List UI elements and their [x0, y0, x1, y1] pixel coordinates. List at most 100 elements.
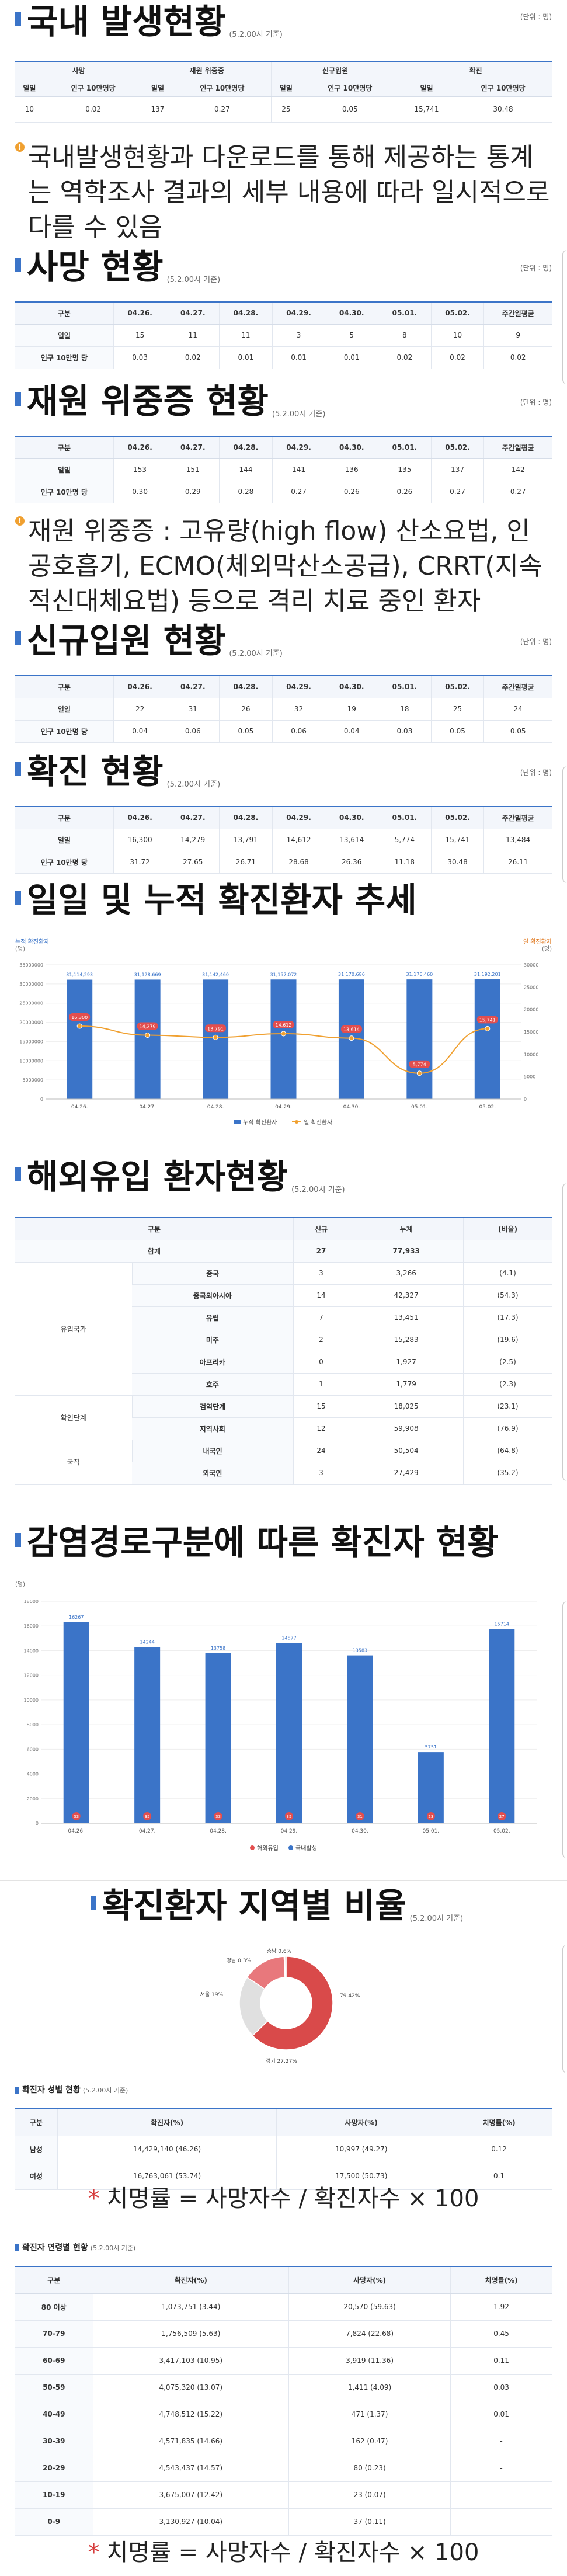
table-cell: 23 (0.07)	[288, 2481, 451, 2509]
column-header: 치명률(%)	[446, 2109, 552, 2136]
x-tick-label: 04.28.	[210, 1828, 227, 1834]
bar-value-label: 31,128,669	[134, 972, 161, 977]
table-cell: 0.04	[325, 720, 378, 743]
left-tick-label: 0	[40, 1097, 43, 1102]
table-cell: 5	[325, 324, 378, 347]
table-cell: 18,025	[349, 1395, 464, 1418]
slice-label: 서울 19%	[200, 1991, 224, 1998]
info-icon: !	[15, 516, 25, 526]
column-header: 사망자(%)	[276, 2109, 446, 2136]
group-header: 사망	[15, 61, 142, 79]
column-header: 04.29.	[272, 676, 325, 698]
table-cell: 0.02	[430, 346, 484, 369]
table-cell: 2	[293, 1329, 349, 1351]
table-cell: 7	[293, 1306, 349, 1329]
table-cell: 136	[325, 458, 378, 481]
deaths-title: 사망 현황 (5.2.00시 기준)	[15, 250, 220, 284]
x-tick-label: 05.01.	[411, 1104, 428, 1110]
domestic-bar	[63, 1622, 89, 1823]
table-cell: (35.2)	[463, 1462, 552, 1485]
daily-point	[349, 1035, 354, 1041]
table-cell: 1,756,509 (5.63)	[92, 2320, 289, 2348]
admission-section: 신규입원 현황 (5.2.00시 기준) (단위 : 명) 구분 04.26. 04.…	[0, 624, 567, 758]
table-cell: 인구 10만명 당	[15, 481, 114, 503]
table-row: 40-49 4,748,512 (15.22) 471 (1.37) 0.01	[15, 2401, 552, 2428]
table-row: 10-19 3,675,007 (12.42) 23 (0.07) -	[15, 2481, 552, 2509]
table-row: 여성 16,763,061 (53.74) 17,500 (50.73) 0.1	[15, 2163, 552, 2190]
route-chart: (명) 18000 16000 14000 12000 10000 8000 6000 4000…	[15, 1581, 537, 1852]
bar-value-label: 13583	[353, 1648, 367, 1653]
column-header: 04.29.	[272, 806, 325, 829]
title-bar-icon	[15, 1167, 21, 1181]
table-cell: 26.71	[219, 851, 273, 874]
x-tick-label: 04.28.	[207, 1104, 224, 1110]
title-bar-icon	[15, 12, 21, 26]
bar-value-label: 5751	[425, 1744, 437, 1750]
x-tick-label: 04.29.	[281, 1828, 298, 1834]
foreign-badge	[72, 1812, 81, 1820]
table-cell: 0.12	[446, 2136, 552, 2163]
y-tick-label: 0	[36, 1821, 39, 1826]
slice-label: 경남 0.3%	[227, 1957, 252, 1964]
total-label: 합계	[15, 1240, 294, 1263]
table-cell: 0.01	[219, 346, 273, 369]
gender-section: 확진자 성별 현황 (5.2.00시 기준) 구분 확진자(%) 사망자(%) 치명률(…	[0, 2079, 567, 2196]
table-cell: -	[450, 2455, 552, 2482]
table-row: 일일 153 151 144 141 136 135 137 142	[15, 458, 552, 481]
table-cell: 0.28	[219, 481, 273, 503]
table-cell: (64.8)	[463, 1440, 552, 1462]
slice-label: 79.42%	[340, 1993, 360, 1999]
column-header: 04.29.	[272, 302, 325, 325]
table-cell: 16,763,061 (53.74)	[57, 2163, 277, 2190]
table-cell: 인구 10만명 당	[15, 720, 114, 743]
column-header: 04.26.	[113, 436, 166, 459]
table-cell: 3,417,103 (10.95)	[92, 2347, 289, 2375]
table-cell: 153	[113, 458, 166, 481]
table-cell: 162 (0.47)	[288, 2428, 451, 2455]
left-tick-label: 20000000	[19, 1020, 43, 1025]
column-header: 05.02.	[430, 806, 484, 829]
domestic-bar	[347, 1655, 373, 1823]
legend-domestic-dot	[288, 1845, 293, 1850]
table-cell: 3,675,007 (12.42)	[92, 2481, 289, 2509]
severe-table: 구분 04.26. 04.27. 04.28. 04.29. 04.30. 05.01. 05…	[15, 436, 552, 503]
bar-value-label: 31,170,686	[338, 972, 365, 977]
fatality-formula-1: * 치명률 = 사망자수 / 확진자수 × 100	[88, 2185, 479, 2212]
table-cell: 24	[483, 698, 552, 721]
table-cell: 142	[483, 458, 552, 481]
table-cell: (19.6)	[463, 1329, 552, 1351]
table-cell: 32	[272, 698, 325, 721]
cumulative-bar	[474, 979, 500, 1099]
column-header: 04.27.	[166, 302, 220, 325]
table-cell: 3	[293, 1262, 349, 1285]
row-label: 중국외아시아	[132, 1284, 294, 1307]
bar-value-label: 14577	[281, 1636, 296, 1641]
table-cell: 0-9	[15, 2508, 93, 2536]
table-cell: 26.36	[325, 851, 378, 874]
column-header: 04.29.	[272, 436, 325, 459]
scroll-side-mark	[562, 1183, 567, 1481]
region-section: 확진환자 지역별 비율 (5.2.00시 기준) 79.42% 경기 27.27% 서…	[0, 1880, 567, 2073]
table-cell: 18	[378, 698, 432, 721]
foreign-value-label: 23	[428, 1814, 433, 1819]
table-cell: 27.65	[166, 851, 220, 874]
column-header: 05.02.	[430, 302, 484, 325]
legend-bar-label: 누적 확진환자	[243, 1119, 277, 1126]
table-cell: 0.11	[450, 2347, 552, 2375]
column-header: 구분	[15, 1218, 294, 1240]
table-cell: 11	[219, 324, 273, 347]
column-header: 누계	[349, 1218, 464, 1240]
table-cell: 26.11	[483, 851, 552, 874]
table-row: 10 0.02 137 0.27 25 0.05 15,741 30.48	[15, 96, 552, 123]
table-row: 일일 22 31 26 32 19 18 25 24	[15, 698, 552, 721]
left-tick-label: 35000000	[19, 962, 43, 968]
foreign-value-label: 35	[145, 1814, 150, 1819]
total-cell: 77,933	[349, 1240, 464, 1263]
y-tick-label: 2000	[27, 1796, 39, 1802]
table-cell: 15,283	[349, 1329, 464, 1351]
table-cell: 1	[293, 1373, 349, 1396]
table-cell: 144	[219, 458, 273, 481]
daily-value-label: 14,279	[140, 1024, 156, 1030]
title-bar-icon	[15, 257, 21, 272]
title-bar-icon	[91, 1896, 96, 1910]
